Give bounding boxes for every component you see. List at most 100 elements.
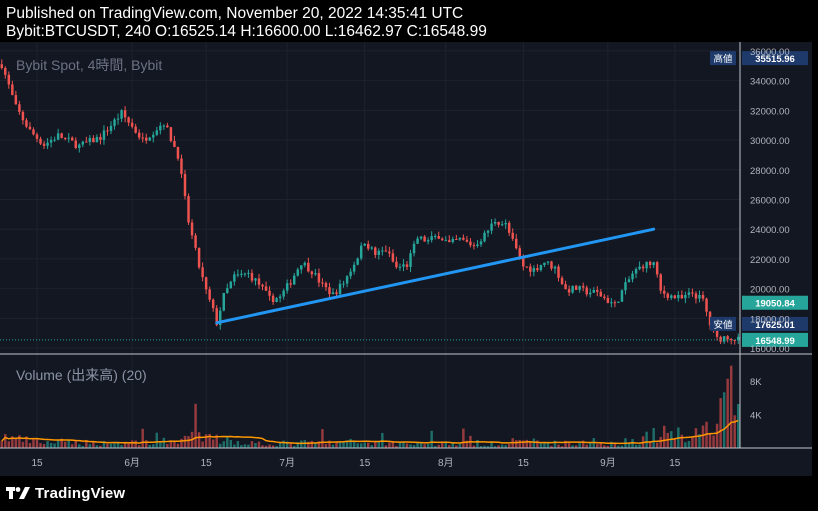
candle-body: [194, 235, 197, 248]
candle-body: [391, 253, 395, 262]
volume-bar: [293, 445, 296, 448]
volume-bar: [698, 434, 701, 448]
volume-bar: [328, 440, 331, 448]
volume-bar: [176, 443, 180, 448]
candle-body: [455, 238, 458, 240]
volume-bar: [169, 440, 173, 448]
trendline: [215, 227, 656, 325]
volume-bar: [673, 438, 677, 448]
candle-body: [599, 291, 603, 297]
volume-bar: [145, 440, 148, 448]
volume-bar: [148, 444, 151, 448]
time-tick-label: 15: [359, 458, 371, 469]
candle-body: [282, 290, 285, 297]
candle-body: [606, 297, 610, 303]
volume-bar: [282, 440, 285, 448]
volume-bar: [388, 442, 391, 448]
candle-body: [574, 285, 578, 290]
volume-bar: [204, 434, 208, 448]
volume-bar: [416, 442, 419, 448]
volume-bar: [254, 443, 257, 448]
volume-bar: [226, 435, 229, 448]
volume-tick-label: 8K: [750, 377, 762, 388]
volume-bar: [0, 440, 3, 448]
volume-bar: [296, 442, 299, 448]
candle-body: [645, 261, 648, 269]
candle-body: [7, 74, 11, 85]
candle-body: [85, 141, 88, 143]
candle-body: [289, 283, 292, 285]
volume-bar: [211, 439, 215, 448]
volume-bar: [476, 439, 479, 448]
volume-bar: [486, 446, 490, 448]
candle-body: [310, 271, 314, 275]
volume-bar: [63, 441, 67, 448]
volume-bar: [88, 444, 92, 448]
candle-body: [148, 137, 151, 141]
volume-bar: [433, 445, 437, 448]
candle-body: [486, 230, 490, 233]
candle-body: [56, 133, 60, 140]
candle-body: [285, 283, 289, 291]
volume-bar: [412, 445, 416, 448]
candle-body: [374, 247, 377, 255]
volume-bar: [691, 437, 694, 448]
volume-bar: [684, 442, 687, 448]
candle-body: [441, 238, 444, 241]
candle-body: [345, 276, 349, 284]
volume-bar: [123, 442, 127, 448]
candle-body: [123, 110, 127, 118]
volume-bar: [726, 378, 729, 448]
volume-bar: [423, 444, 426, 448]
candle-body: [176, 146, 180, 159]
candle-body: [49, 140, 53, 143]
price-chart[interactable]: 高値 35515.96 19050.84 安値 17625.01 16548.99 360…: [0, 42, 812, 476]
volume-bar: [384, 445, 388, 448]
candle-body: [268, 290, 271, 296]
candle-body: [137, 132, 141, 138]
volume-bar: [187, 436, 190, 448]
volume-bar: [25, 436, 28, 448]
volume-bar: [441, 441, 444, 448]
candle-body: [497, 221, 500, 225]
candle-body: [536, 268, 539, 271]
candle-body: [458, 237, 462, 240]
candle-body: [169, 127, 173, 142]
volume-bar: [243, 444, 247, 448]
candle-body: [529, 266, 532, 272]
volume-bar: [465, 440, 469, 448]
volume-bar: [402, 441, 405, 448]
volume-bar: [71, 444, 74, 448]
candle-body: [733, 339, 736, 341]
price-tick-label: 36000.00: [750, 47, 790, 58]
candle-body: [641, 266, 645, 269]
candle-body: [596, 289, 599, 292]
volume-bar: [247, 444, 250, 448]
candle-body: [233, 274, 236, 282]
volume-bar: [715, 423, 719, 448]
volume-bar: [303, 440, 307, 448]
tradingview-logo-icon: [6, 487, 30, 499]
volume-bar: [634, 444, 638, 448]
volume-bar: [398, 441, 402, 448]
candle-body: [106, 130, 109, 132]
volume-bar: [106, 443, 109, 448]
candle-body: [377, 250, 381, 255]
candle-body: [634, 269, 638, 274]
volume-bar: [585, 444, 588, 448]
candle-body: [543, 262, 546, 266]
candle-body: [236, 274, 240, 276]
candle-body: [624, 282, 627, 291]
volume-bar: [359, 443, 363, 448]
candle-body: [610, 302, 613, 304]
volume-bar: [345, 440, 349, 448]
volume-bar: [426, 443, 430, 448]
candle-body: [462, 237, 465, 240]
volume-bar: [201, 441, 204, 448]
volume-bar: [564, 440, 567, 448]
volume-bar: [589, 442, 592, 448]
volume-bar: [324, 443, 328, 448]
volume-bar: [493, 446, 497, 448]
candle-body: [254, 278, 257, 281]
volume-bar: [712, 435, 715, 448]
